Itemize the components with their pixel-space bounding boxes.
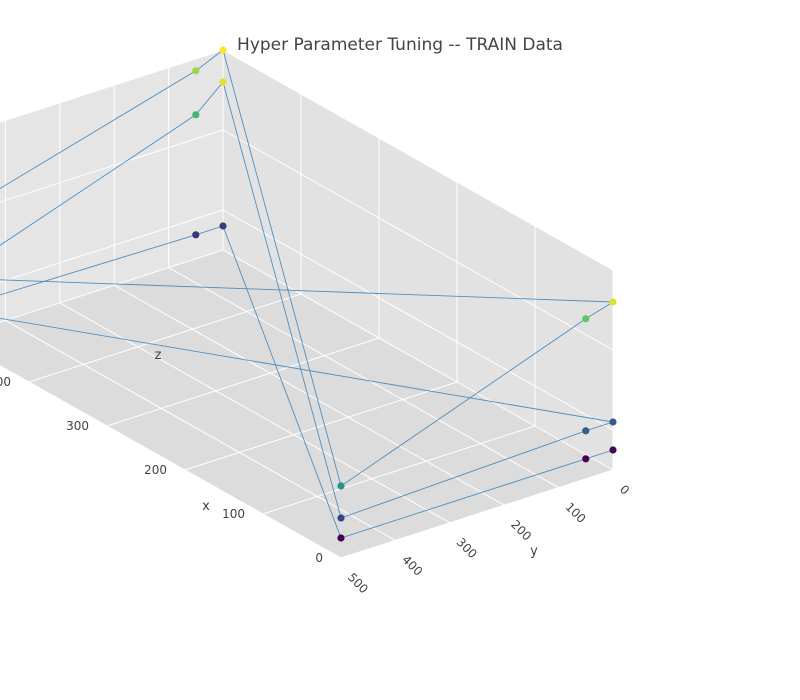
grid-line-x	[28, 293, 302, 383]
trace-line-segment	[195, 225, 224, 236]
chart-title: Hyper Parameter Tuning -- TRAIN Data	[237, 35, 563, 55]
wall-floor-plane	[0, 250, 613, 558]
grid-line-x	[184, 381, 458, 471]
trace-line-segment	[0, 234, 196, 296]
y-tick-label: 500	[345, 570, 371, 596]
data-point-marker	[582, 427, 590, 435]
data-point-marker	[609, 418, 617, 426]
data-point-marker	[582, 315, 590, 323]
grid-line-y	[222, 249, 614, 471]
data-point-marker	[219, 46, 227, 54]
wall-xz-plane	[223, 50, 613, 470]
trace-line-segment	[195, 81, 224, 116]
grid-line-y	[5, 319, 396, 541]
data-point-marker	[192, 67, 200, 75]
grid-line-y	[113, 284, 505, 506]
x-tick-label: 200	[144, 463, 167, 477]
trace-line-segment	[585, 421, 614, 432]
x-axis-title: x	[202, 499, 210, 514]
grid-line-z	[0, 129, 224, 203]
grid-line-z	[0, 209, 224, 283]
wall-yz-plane	[0, 50, 223, 323]
y-tick-label: 100	[562, 500, 588, 526]
trace-line-segment	[0, 317, 614, 423]
trace-line-segment	[222, 225, 342, 539]
data-point-marker	[192, 231, 200, 239]
y-tick-label: 300	[454, 535, 480, 561]
trace-line-segment	[585, 449, 614, 460]
y-tick-label: 200	[508, 517, 534, 543]
trace-line-segment	[340, 430, 586, 519]
grid-line-x	[106, 337, 380, 427]
grid-line-z	[222, 49, 614, 271]
x-tick-label: 100	[222, 507, 245, 521]
trace-line-segment	[0, 70, 197, 190]
data-point-marker	[582, 455, 590, 463]
data-point-marker	[609, 446, 617, 454]
z-axis-title: z	[155, 348, 162, 363]
y-tick-label: 0	[617, 482, 632, 497]
grid-line-z	[222, 209, 614, 431]
data-point-marker	[337, 482, 345, 490]
data-point-marker	[219, 78, 227, 86]
x-tick-label: 400	[0, 375, 11, 389]
data-point-marker	[609, 298, 617, 306]
grid-line-z	[222, 129, 614, 351]
y-tick-label: 400	[399, 553, 425, 579]
grid-line-x	[0, 249, 224, 323]
x-tick-label: 0	[315, 551, 323, 565]
data-point-marker	[337, 534, 345, 542]
trace-line-segment	[195, 49, 224, 72]
data-point-marker	[337, 514, 345, 522]
data-point-marker	[192, 111, 200, 119]
trace-line-segment	[0, 114, 197, 246]
y-axis-title: y	[530, 544, 538, 559]
scene-walls	[0, 50, 613, 558]
grid-line-y	[0, 365, 342, 559]
x-tick-label: 300	[66, 419, 89, 433]
grid-line-y	[168, 267, 559, 489]
trace-line-segment	[0, 279, 614, 303]
trace-line-segment	[340, 458, 586, 539]
grid-line-x	[340, 469, 614, 559]
trace-line-segment	[222, 81, 342, 519]
data-point-marker	[219, 222, 227, 230]
grid-line-x	[262, 425, 536, 515]
grid-line-z	[0, 49, 224, 123]
trace-line-segment	[585, 301, 614, 320]
trace-line-segment	[340, 318, 587, 487]
grid-lines	[0, 49, 614, 559]
markers-layer	[192, 46, 617, 542]
trace-line	[0, 49, 614, 539]
trace-line-segment	[222, 49, 342, 487]
